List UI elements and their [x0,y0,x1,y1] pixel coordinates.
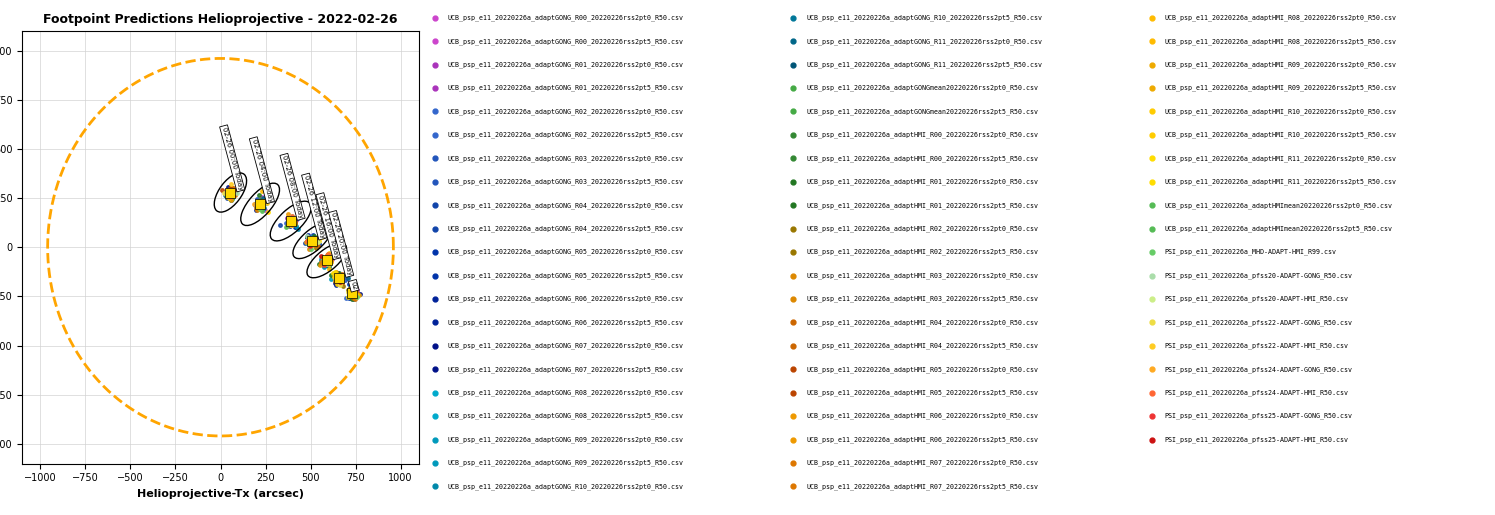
Text: UCB_psp_e11_20220226a_adaptGONGmean20220226rss2pt5_R50.csv: UCB_psp_e11_20220226a_adaptGONGmean20220… [806,108,1038,115]
Text: UCB_psp_e11_20220226a_adaptGONG_R00_20220226rss2pt5_R50.csv: UCB_psp_e11_20220226a_adaptGONG_R00_2022… [447,38,683,44]
Text: UCB_psp_e11_20220226a_adaptHMI_R00_20220226rss2pt0_R50.csv: UCB_psp_e11_20220226a_adaptHMI_R00_20220… [806,132,1038,138]
Text: 02-26 12:00 Today: 02-26 12:00 Today [303,175,326,239]
Text: UCB_psp_e11_20220226a_adaptGONG_R04_20220226rss2pt0_R50.csv: UCB_psp_e11_20220226a_adaptGONG_R04_2022… [447,202,683,209]
Text: UCB_psp_e11_20220226a_adaptGONG_R10_20220226rss2pt5_R50.csv: UCB_psp_e11_20220226a_adaptGONG_R10_2022… [806,14,1042,21]
Text: UCB_psp_e11_20220226a_adaptGONG_R03_20220226rss2pt0_R50.csv: UCB_psp_e11_20220226a_adaptGONG_R03_2022… [447,155,683,162]
Text: PSI_psp_e11_20220226a_pfss20-ADAPT-HMI_R50.csv: PSI_psp_e11_20220226a_pfss20-ADAPT-HMI_R… [1165,296,1348,302]
Text: PSI_psp_e11_20220226a_pfss24-ADAPT-GONG_R50.csv: PSI_psp_e11_20220226a_pfss24-ADAPT-GONG_… [1165,366,1353,372]
Text: UCB_psp_e11_20220226a_adaptGONG_R02_20220226rss2pt5_R50.csv: UCB_psp_e11_20220226a_adaptGONG_R02_2022… [447,132,683,138]
Text: UCB_psp_e11_20220226a_adaptHMI_R06_20220226rss2pt0_R50.csv: UCB_psp_e11_20220226a_adaptHMI_R06_20220… [806,413,1038,419]
Text: UCB_psp_e11_20220226a_adaptHMI_R08_20220226rss2pt5_R50.csv: UCB_psp_e11_20220226a_adaptHMI_R08_20220… [1165,38,1396,44]
Text: UCB_psp_e11_20220226a_adaptGONG_R08_20220226rss2pt5_R50.csv: UCB_psp_e11_20220226a_adaptGONG_R08_2022… [447,413,683,419]
Text: UCB_psp_e11_20220226a_adaptGONG_R10_20220226rss2pt0_R50.csv: UCB_psp_e11_20220226a_adaptGONG_R10_2022… [447,483,683,490]
Text: UCB_psp_e11_20220226a_adaptGONG_R03_20220226rss2pt5_R50.csv: UCB_psp_e11_20220226a_adaptGONG_R03_2022… [447,179,683,185]
Text: 02-26 04:00 Today: 02-26 04:00 Today [251,138,274,202]
Text: UCB_psp_e11_20220226a_adaptHMI_R10_20220226rss2pt0_R50.csv: UCB_psp_e11_20220226a_adaptHMI_R10_20220… [1165,108,1396,115]
Text: UCB_psp_e11_20220226a_adaptGONG_R01_20220226rss2pt0_R50.csv: UCB_psp_e11_20220226a_adaptGONG_R01_2022… [447,61,683,68]
Text: UCB_psp_e11_20220226a_adaptGONG_R11_20220226rss2pt5_R50.csv: UCB_psp_e11_20220226a_adaptGONG_R11_2022… [806,61,1042,68]
Text: 02: 02 [350,281,357,291]
Text: PSI_psp_e11_20220226a_MHD-ADAPT-HMI_R99.csv: PSI_psp_e11_20220226a_MHD-ADAPT-HMI_R99.… [1165,249,1337,255]
Text: UCB_psp_e11_20220226a_adaptGONG_R06_20220226rss2pt0_R50.csv: UCB_psp_e11_20220226a_adaptGONG_R06_2022… [447,296,683,302]
Text: PSI_psp_e11_20220226a_pfss20-ADAPT-GONG_R50.csv: PSI_psp_e11_20220226a_pfss20-ADAPT-GONG_… [1165,272,1353,279]
Text: UCB_psp_e11_20220226a_adaptGONG_R06_20220226rss2pt5_R50.csv: UCB_psp_e11_20220226a_adaptGONG_R06_2022… [447,319,683,325]
Text: 02-26 16:00 Today: 02-26 16:00 Today [317,194,339,259]
Text: UCB_psp_e11_20220226a_adaptHMImean20220226rss2pt5_R50.csv: UCB_psp_e11_20220226a_adaptHMImean202202… [1165,226,1393,232]
Text: UCB_psp_e11_20220226a_adaptHMI_R11_20220226rss2pt0_R50.csv: UCB_psp_e11_20220226a_adaptHMI_R11_20220… [1165,155,1396,162]
Text: UCB_psp_e11_20220226a_adaptGONG_R05_20220226rss2pt0_R50.csv: UCB_psp_e11_20220226a_adaptGONG_R05_2022… [447,249,683,255]
Text: UCB_psp_e11_20220226a_adaptHMI_R01_20220226rss2pt5_R50.csv: UCB_psp_e11_20220226a_adaptHMI_R01_20220… [806,202,1038,209]
Text: UCB_psp_e11_20220226a_adaptGONG_R04_20220226rss2pt5_R50.csv: UCB_psp_e11_20220226a_adaptGONG_R04_2022… [447,226,683,232]
Text: UCB_psp_e11_20220226a_adaptGONG_R00_20220226rss2pt0_R50.csv: UCB_psp_e11_20220226a_adaptGONG_R00_2022… [447,14,683,21]
Text: UCB_psp_e11_20220226a_adaptHMImean20220226rss2pt0_R50.csv: UCB_psp_e11_20220226a_adaptHMImean202202… [1165,202,1393,209]
Text: UCB_psp_e11_20220226a_adaptHMI_R05_20220226rss2pt5_R50.csv: UCB_psp_e11_20220226a_adaptHMI_R05_20220… [806,389,1038,396]
Text: UCB_psp_e11_20220226a_adaptHMI_R07_20220226rss2pt5_R50.csv: UCB_psp_e11_20220226a_adaptHMI_R07_20220… [806,483,1038,490]
Text: UCB_psp_e11_20220226a_adaptHMI_R10_20220226rss2pt5_R50.csv: UCB_psp_e11_20220226a_adaptHMI_R10_20220… [1165,132,1396,138]
Text: UCB_psp_e11_20220226a_adaptGONG_R01_20220226rss2pt5_R50.csv: UCB_psp_e11_20220226a_adaptGONG_R01_2022… [447,85,683,91]
Text: UCB_psp_e11_20220226a_adaptHMI_R02_20220226rss2pt5_R50.csv: UCB_psp_e11_20220226a_adaptHMI_R02_20220… [806,249,1038,255]
Text: 02-26 20:00 Today: 02-26 20:00 Today [330,212,353,276]
Text: UCB_psp_e11_20220226a_adaptHMI_R04_20220226rss2pt0_R50.csv: UCB_psp_e11_20220226a_adaptHMI_R04_20220… [806,319,1038,325]
Text: UCB_psp_e11_20220226a_adaptHMI_R02_20220226rss2pt0_R50.csv: UCB_psp_e11_20220226a_adaptHMI_R02_20220… [806,226,1038,232]
Text: UCB_psp_e11_20220226a_adaptHMI_R07_20220226rss2pt0_R50.csv: UCB_psp_e11_20220226a_adaptHMI_R07_20220… [806,460,1038,466]
Text: UCB_psp_e11_20220226a_adaptHMI_R03_20220226rss2pt5_R50.csv: UCB_psp_e11_20220226a_adaptHMI_R03_20220… [806,296,1038,302]
Text: 02-26 00:00 Today: 02-26 00:00 Today [221,126,244,191]
Text: 02-26 08:00 Today: 02-26 08:00 Today [281,154,303,219]
Text: UCB_psp_e11_20220226a_adaptHMI_R00_20220226rss2pt5_R50.csv: UCB_psp_e11_20220226a_adaptHMI_R00_20220… [806,155,1038,162]
Text: UCB_psp_e11_20220226a_adaptGONG_R09_20220226rss2pt0_R50.csv: UCB_psp_e11_20220226a_adaptGONG_R09_2022… [447,436,683,443]
Text: PSI_psp_e11_20220226a_pfss22-ADAPT-HMI_R50.csv: PSI_psp_e11_20220226a_pfss22-ADAPT-HMI_R… [1165,342,1348,349]
Text: UCB_psp_e11_20220226a_adaptHMI_R09_20220226rss2pt5_R50.csv: UCB_psp_e11_20220226a_adaptHMI_R09_20220… [1165,85,1396,91]
Text: PSI_psp_e11_20220226a_pfss25-ADAPT-GONG_R50.csv: PSI_psp_e11_20220226a_pfss25-ADAPT-GONG_… [1165,413,1353,419]
Text: UCB_psp_e11_20220226a_adaptHMI_R11_20220226rss2pt5_R50.csv: UCB_psp_e11_20220226a_adaptHMI_R11_20220… [1165,179,1396,185]
Text: PSI_psp_e11_20220226a_pfss25-ADAPT-HMI_R50.csv: PSI_psp_e11_20220226a_pfss25-ADAPT-HMI_R… [1165,436,1348,443]
Text: UCB_psp_e11_20220226a_adaptHMI_R01_20220226rss2pt0_R50.csv: UCB_psp_e11_20220226a_adaptHMI_R01_20220… [806,179,1038,185]
Text: UCB_psp_e11_20220226a_adaptGONG_R11_20220226rss2pt0_R50.csv: UCB_psp_e11_20220226a_adaptGONG_R11_2022… [806,38,1042,44]
Text: UCB_psp_e11_20220226a_adaptHMI_R05_20220226rss2pt0_R50.csv: UCB_psp_e11_20220226a_adaptHMI_R05_20220… [806,366,1038,372]
Text: PSI_psp_e11_20220226a_pfss22-ADAPT-GONG_R50.csv: PSI_psp_e11_20220226a_pfss22-ADAPT-GONG_… [1165,319,1353,325]
Text: UCB_psp_e11_20220226a_adaptHMI_R03_20220226rss2pt0_R50.csv: UCB_psp_e11_20220226a_adaptHMI_R03_20220… [806,272,1038,279]
X-axis label: Helioprojective-Tx (arcsec): Helioprojective-Tx (arcsec) [138,489,303,499]
Text: UCB_psp_e11_20220226a_adaptGONG_R09_20220226rss2pt5_R50.csv: UCB_psp_e11_20220226a_adaptGONG_R09_2022… [447,460,683,466]
Text: UCB_psp_e11_20220226a_adaptGONG_R08_20220226rss2pt0_R50.csv: UCB_psp_e11_20220226a_adaptGONG_R08_2022… [447,389,683,396]
Text: UCB_psp_e11_20220226a_adaptHMI_R04_20220226rss2pt5_R50.csv: UCB_psp_e11_20220226a_adaptHMI_R04_20220… [806,342,1038,349]
Text: UCB_psp_e11_20220226a_adaptGONG_R05_20220226rss2pt5_R50.csv: UCB_psp_e11_20220226a_adaptGONG_R05_2022… [447,272,683,279]
Text: UCB_psp_e11_20220226a_adaptGONG_R02_20220226rss2pt0_R50.csv: UCB_psp_e11_20220226a_adaptGONG_R02_2022… [447,108,683,115]
Text: UCB_psp_e11_20220226a_adaptGONGmean20220226rss2pt0_R50.csv: UCB_psp_e11_20220226a_adaptGONGmean20220… [806,85,1038,91]
Text: UCB_psp_e11_20220226a_adaptGONG_R07_20220226rss2pt5_R50.csv: UCB_psp_e11_20220226a_adaptGONG_R07_2022… [447,366,683,372]
Text: UCB_psp_e11_20220226a_adaptGONG_R07_20220226rss2pt0_R50.csv: UCB_psp_e11_20220226a_adaptGONG_R07_2022… [447,342,683,349]
Text: UCB_psp_e11_20220226a_adaptHMI_R08_20220226rss2pt0_R50.csv: UCB_psp_e11_20220226a_adaptHMI_R08_20220… [1165,14,1396,21]
Title: Footpoint Predictions Helioprojective - 2022-02-26: Footpoint Predictions Helioprojective - … [43,12,398,26]
Text: UCB_psp_e11_20220226a_adaptHMI_R09_20220226rss2pt0_R50.csv: UCB_psp_e11_20220226a_adaptHMI_R09_20220… [1165,61,1396,68]
Text: PSI_psp_e11_20220226a_pfss24-ADAPT-HMI_R50.csv: PSI_psp_e11_20220226a_pfss24-ADAPT-HMI_R… [1165,389,1348,396]
Text: UCB_psp_e11_20220226a_adaptHMI_R06_20220226rss2pt5_R50.csv: UCB_psp_e11_20220226a_adaptHMI_R06_20220… [806,436,1038,443]
